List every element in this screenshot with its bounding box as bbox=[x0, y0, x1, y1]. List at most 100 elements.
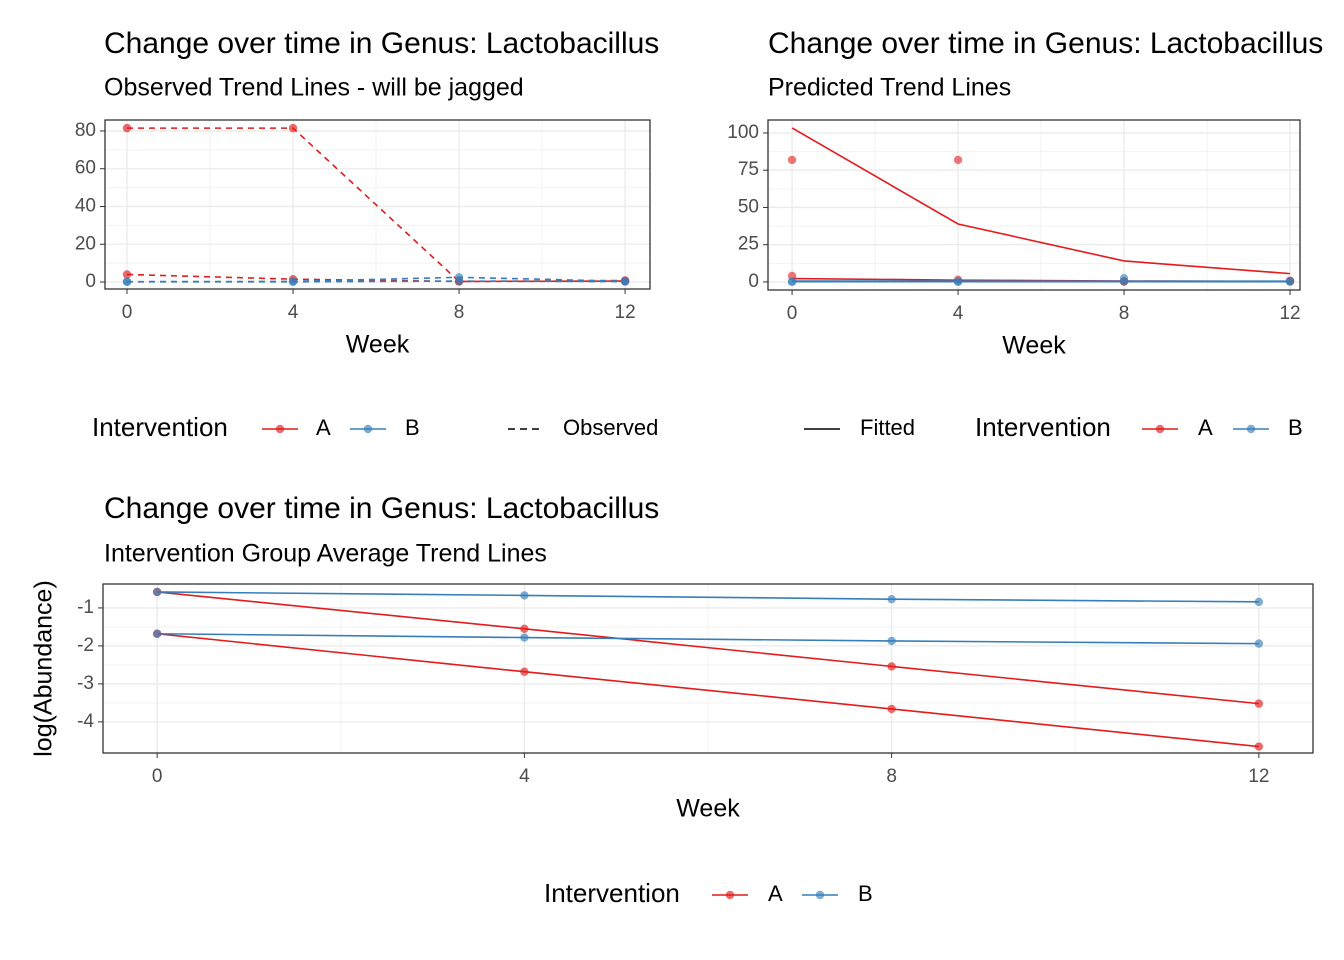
y-tick-label: 80 bbox=[75, 120, 96, 141]
data-point bbox=[122, 123, 132, 133]
y-tick-label: -1 bbox=[77, 597, 94, 618]
x-axis-title: Week bbox=[346, 331, 410, 359]
data-point bbox=[288, 277, 298, 287]
data-point bbox=[887, 636, 896, 646]
legend-swatch bbox=[275, 424, 285, 434]
y-tick-label: -3 bbox=[77, 673, 94, 694]
data-point bbox=[620, 277, 630, 286]
y-tick-label: 100 bbox=[727, 122, 759, 143]
trend-line bbox=[126, 127, 626, 283]
data-point bbox=[1254, 597, 1264, 607]
plot-border bbox=[104, 119, 651, 290]
x-tick-label: 4 bbox=[288, 302, 299, 323]
y-tick-label: 40 bbox=[75, 195, 96, 216]
trend-line bbox=[157, 591, 1259, 603]
legend: Fitted Intervention A B bbox=[804, 412, 1303, 442]
legend-label: A bbox=[768, 881, 783, 906]
data-point bbox=[520, 633, 529, 642]
data-point bbox=[887, 594, 896, 604]
legend-swatch bbox=[815, 890, 825, 900]
legend-title: Intervention bbox=[975, 412, 1111, 442]
data-point bbox=[520, 667, 529, 676]
data-point bbox=[152, 587, 162, 597]
y-tick-label: 60 bbox=[75, 158, 96, 179]
y-axis-title: log(Abundance) bbox=[30, 580, 58, 757]
legend-swatch bbox=[1155, 424, 1165, 434]
data-point bbox=[520, 591, 529, 600]
chart-title: Change over time in Genus: Lactobacillus bbox=[104, 27, 659, 60]
data-point bbox=[1119, 277, 1129, 286]
data-point bbox=[887, 704, 896, 714]
legend-swatch bbox=[725, 890, 735, 900]
legend-title: Intervention bbox=[544, 878, 680, 908]
trend-line bbox=[157, 591, 1259, 705]
y-tick-label: -2 bbox=[77, 635, 94, 656]
x-tick-label: 8 bbox=[886, 766, 897, 787]
data-point bbox=[787, 277, 797, 287]
data-point bbox=[953, 277, 963, 287]
legend-label: B bbox=[858, 881, 873, 906]
x-tick-label: 4 bbox=[953, 303, 964, 324]
y-tick-label: 0 bbox=[85, 271, 96, 292]
y-tick-label: 20 bbox=[75, 233, 96, 254]
panel: Change over time in Genus: Lactobacillus… bbox=[727, 27, 1323, 442]
data-point bbox=[1254, 742, 1264, 751]
legend-label: A bbox=[316, 415, 331, 440]
legend: Intervention A B Observed bbox=[92, 412, 658, 442]
data-point bbox=[1254, 699, 1264, 708]
data-point bbox=[520, 624, 529, 634]
x-axis-title: Week bbox=[1002, 332, 1066, 360]
trend-line bbox=[157, 632, 1259, 748]
legend-swatch bbox=[1246, 424, 1256, 434]
chart-subtitle: Intervention Group Average Trend Lines bbox=[104, 540, 547, 568]
x-tick-label: 0 bbox=[122, 302, 133, 323]
title-group: Change over time in Genus: Lactobacillus… bbox=[768, 27, 1323, 102]
data-point bbox=[122, 277, 132, 287]
data-point bbox=[122, 270, 132, 279]
plot-background bbox=[105, 120, 650, 289]
y-tick-label: -4 bbox=[77, 711, 94, 732]
y-tick-label: 50 bbox=[738, 196, 759, 217]
data-point bbox=[1254, 639, 1264, 648]
data-point bbox=[787, 155, 797, 165]
trend-line bbox=[157, 632, 1259, 645]
panel: Change over time in Genus: Lactobacillus… bbox=[75, 27, 659, 442]
legend-label: B bbox=[1288, 415, 1303, 440]
panel: Change over time in Genus: Lactobacillus… bbox=[30, 492, 1314, 908]
legend-label: B bbox=[405, 415, 420, 440]
legend-label: Observed bbox=[563, 415, 658, 440]
chart-subtitle: Observed Trend Lines - will be jagged bbox=[104, 74, 524, 102]
chart-title: Change over time in Genus: Lactobacillus bbox=[104, 492, 659, 525]
y-tick-label: 25 bbox=[738, 234, 759, 255]
plot-background bbox=[768, 120, 1300, 290]
plot-border bbox=[102, 583, 1314, 754]
legend: Intervention A B bbox=[544, 878, 873, 908]
trend-line bbox=[791, 127, 1291, 275]
x-tick-label: 4 bbox=[519, 766, 530, 787]
chart-title: Change over time in Genus: Lactobacillus bbox=[768, 27, 1323, 60]
legend-title: Intervention bbox=[92, 412, 228, 442]
legend-label: A bbox=[1198, 415, 1213, 440]
x-axis-title: Week bbox=[676, 795, 740, 823]
x-tick-label: 0 bbox=[787, 303, 798, 324]
x-tick-label: 12 bbox=[615, 302, 636, 323]
data-point bbox=[454, 276, 464, 286]
title-group: Change over time in Genus: Lactobacillus… bbox=[104, 492, 659, 568]
y-tick-label: 75 bbox=[738, 159, 759, 180]
y-tick-label: 0 bbox=[748, 271, 759, 292]
x-tick-label: 12 bbox=[1248, 766, 1269, 787]
title-group: Change over time in Genus: Lactobacillus… bbox=[104, 27, 659, 102]
data-point bbox=[152, 629, 162, 638]
data-point bbox=[1285, 277, 1295, 286]
data-point bbox=[288, 123, 298, 133]
data-point bbox=[953, 155, 963, 165]
data-point bbox=[887, 662, 896, 671]
x-tick-label: 12 bbox=[1279, 303, 1300, 324]
x-tick-label: 0 bbox=[152, 766, 163, 787]
legend-swatch bbox=[363, 424, 373, 434]
plot-border bbox=[767, 119, 1301, 291]
chart-subtitle: Predicted Trend Lines bbox=[768, 74, 1011, 102]
x-tick-label: 8 bbox=[454, 302, 465, 323]
legend-label: Fitted bbox=[860, 415, 915, 440]
